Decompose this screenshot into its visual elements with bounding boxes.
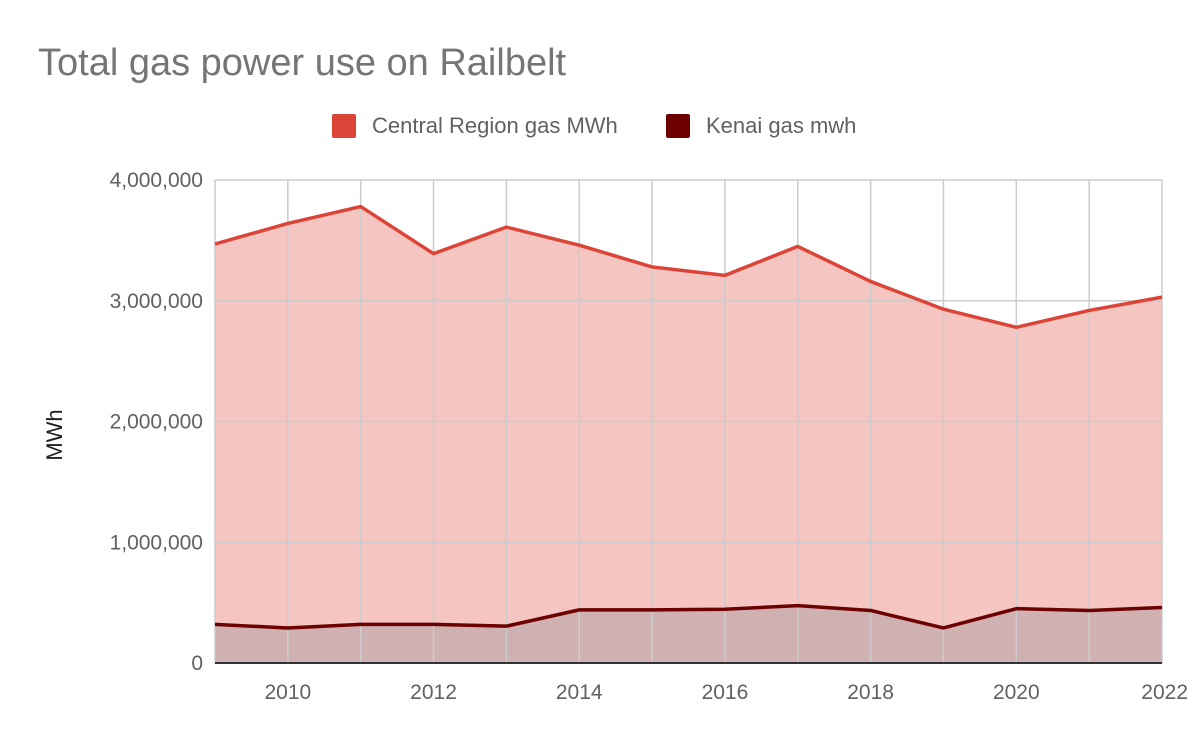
area-fill-series-1 <box>215 605 1162 663</box>
y-tick-label-1: 1,000,000 <box>110 531 203 554</box>
y-tick-labels: 0 1,000,000 2,000,000 3,000,000 4,000,000 <box>110 169 203 675</box>
y-tick-label-3: 3,000,000 <box>110 290 203 313</box>
x-tick-label-0: 2010 <box>264 681 311 704</box>
x-tick-label-6: 2022 <box>1141 681 1188 704</box>
legend-swatch-central-region[interactable] <box>332 114 356 138</box>
legend-label-kenai[interactable]: Kenai gas mwh <box>706 113 856 138</box>
area-fill-series-0 <box>215 206 1162 663</box>
x-tick-label-5: 2020 <box>993 681 1040 704</box>
x-tick-label-1: 2012 <box>410 681 457 704</box>
y-tick-label-4: 4,000,000 <box>110 169 203 192</box>
y-tick-label-2: 2,000,000 <box>110 411 203 434</box>
chart-title: Total gas power use on Railbelt <box>38 42 567 84</box>
legend: Central Region gas MWh Kenai gas mwh <box>332 113 856 138</box>
legend-swatch-kenai[interactable] <box>666 114 690 138</box>
legend-label-central-region[interactable]: Central Region gas MWh <box>372 113 618 138</box>
x-tick-labels: 2010 2012 2014 2016 2018 2020 2022 <box>264 681 1188 704</box>
x-tick-label-3: 2016 <box>702 681 749 704</box>
x-tick-label-2: 2014 <box>556 681 603 704</box>
series-line-1[interactable] <box>214 603 1163 630</box>
horizontal-gridlines <box>215 179 1162 543</box>
y-axis-title: MWh <box>42 409 67 460</box>
plot-lines <box>214 204 1163 630</box>
plot-fills <box>215 206 1162 663</box>
x-tick-label-4: 2018 <box>847 681 894 704</box>
y-tick-label-0: 0 <box>191 652 203 675</box>
series-line-0[interactable] <box>214 204 1163 330</box>
